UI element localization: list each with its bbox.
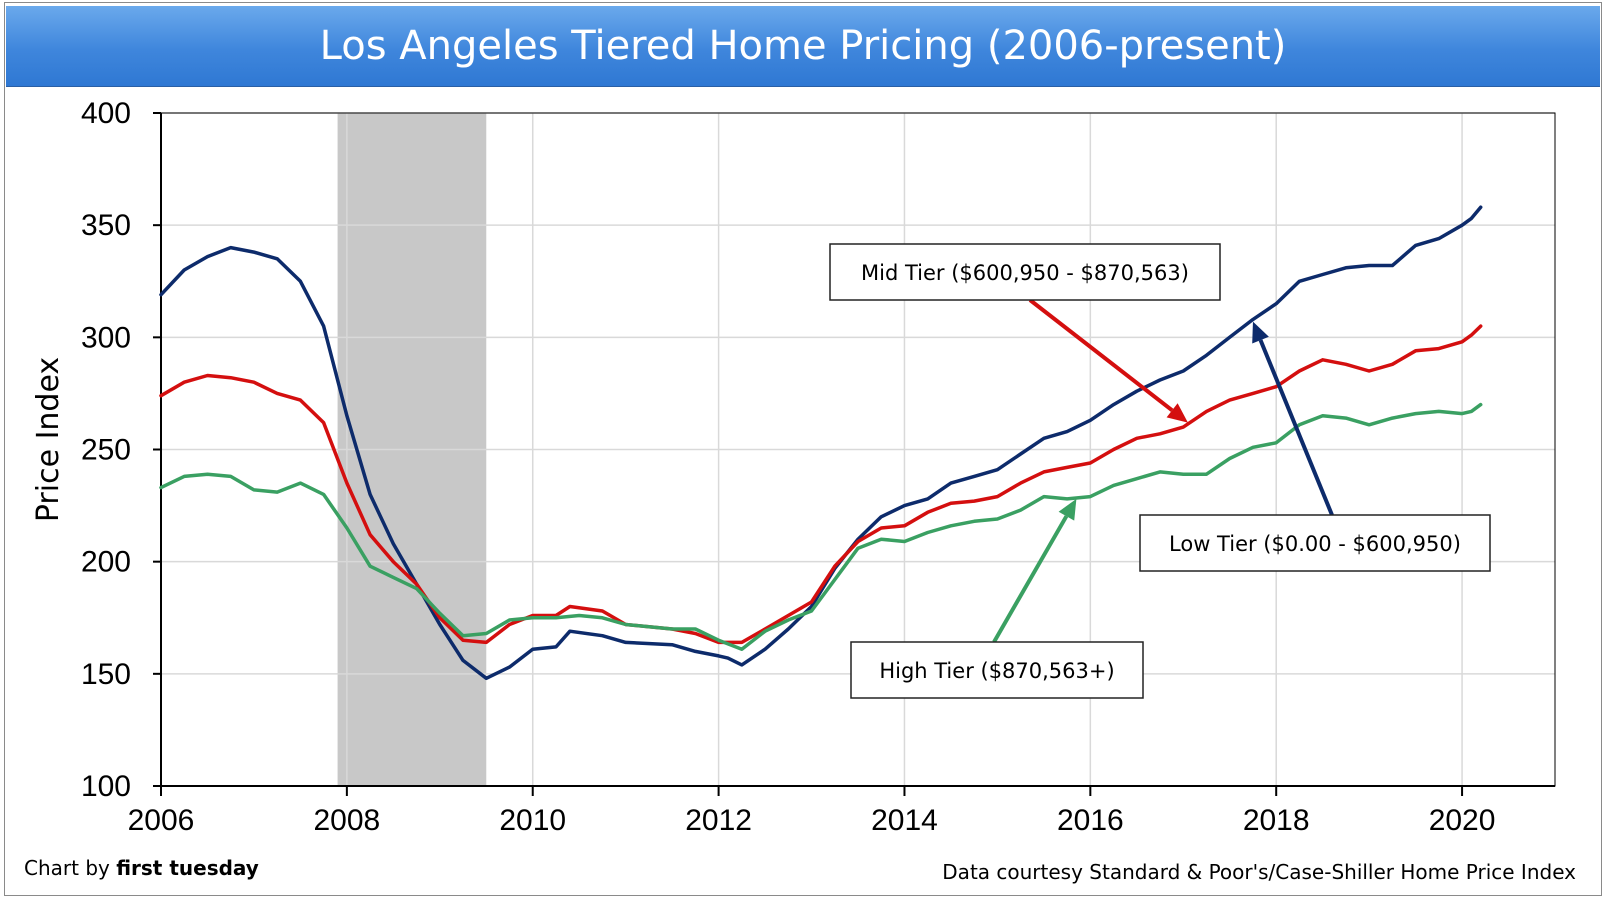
- chart-credit: Chart by first tuesday: [24, 856, 259, 880]
- credit-prefix: Chart by: [24, 856, 117, 880]
- y-tick-label: 300: [81, 321, 131, 354]
- series-line-1: [159, 324, 1483, 645]
- annotation-arrowhead-2: [1058, 498, 1077, 521]
- annotation-arrow-2: [992, 515, 1069, 643]
- annotation-box-1: [1139, 514, 1491, 572]
- chart-title: Los Angeles Tiered Home Pricing (2006-pr…: [319, 23, 1287, 69]
- y-tick-label: 400: [81, 97, 131, 130]
- annotation-box-0: [829, 243, 1221, 301]
- x-tick-label: 2010: [499, 804, 566, 837]
- annotation-label-0: Mid Tier ($600,950 - $870,563): [861, 261, 1189, 285]
- annotation-arrowhead-1: [1252, 321, 1269, 344]
- x-tick-label: 2016: [1057, 804, 1124, 837]
- credit-name: first tuesday: [116, 856, 259, 880]
- y-tick-label: 250: [81, 434, 131, 467]
- x-tick-label: 2008: [313, 804, 380, 837]
- axis-layer: 100 150 200 250 300 350 400 2006 2008 2010 2012 201…: [81, 97, 1556, 837]
- annotation-arrow-1: [1258, 339, 1334, 516]
- annotation-label-1: Low Tier ($0.00 - $600,950): [1169, 532, 1461, 556]
- data-source: Data courtesy Standard & Poor's/Case-Shi…: [942, 860, 1576, 884]
- series-layer: [159, 205, 1483, 681]
- y-tick-label: 200: [81, 546, 131, 579]
- annotation-label-2: High Tier ($870,563+): [879, 659, 1114, 683]
- annotation-arrow-0: [1028, 298, 1174, 412]
- series-line-2: [159, 402, 1483, 651]
- annotation-arrowhead-0: [1166, 403, 1188, 423]
- y-tick-label: 350: [81, 209, 131, 242]
- title-bar: Los Angeles Tiered Home Pricing (2006-pr…: [6, 6, 1600, 87]
- x-tick-label: 2012: [685, 804, 752, 837]
- x-tick-label: 2018: [1243, 804, 1310, 837]
- y-tick-label: 100: [81, 770, 131, 803]
- y-tick-label: 150: [81, 658, 131, 691]
- y-axis-label: Price Index: [31, 357, 66, 522]
- annotation-box-2: [850, 641, 1144, 699]
- x-tick-label: 2006: [128, 804, 195, 837]
- annotation-layer: Mid Tier ($600,950 - $870,563) Low Tier (…: [829, 243, 1491, 699]
- x-tick-label: 2014: [871, 804, 938, 837]
- x-tick-label: 2020: [1429, 804, 1496, 837]
